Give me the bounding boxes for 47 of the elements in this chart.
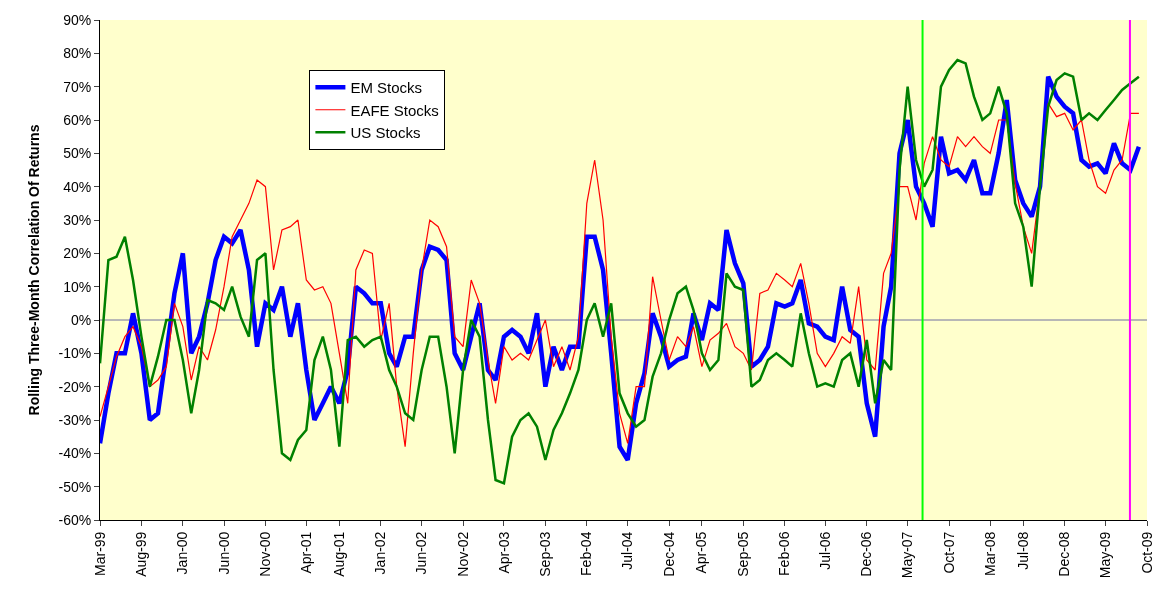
x-tick-label: Nov-00	[256, 531, 273, 577]
x-tick-label: Apr-03	[495, 531, 512, 574]
x-tick-label: Feb-04	[578, 531, 595, 576]
y-tick-label: -50%	[58, 478, 92, 495]
x-tick-label: Nov-02	[454, 531, 471, 577]
y-tick-label: -10%	[58, 345, 92, 362]
x-tick-label: Apr-05	[693, 531, 710, 574]
x-tick-label: May-09	[1097, 531, 1114, 579]
x-tick-label: Sep-05	[734, 531, 751, 577]
x-tick-label: Oct-09	[1138, 531, 1155, 574]
x-tick-label: Jul-06	[816, 531, 833, 570]
x-tick-label: Oct-07	[940, 531, 957, 574]
y-axis-title: Rolling Three-Month Correlation Of Returns	[26, 124, 43, 416]
y-tick-label: 10%	[63, 278, 92, 295]
x-tick-label: Jan-00	[174, 531, 191, 575]
x-tick-label: Dec-06	[858, 531, 875, 577]
y-tick-label: 70%	[63, 78, 92, 95]
x-tick-label: Jul-04	[619, 531, 636, 570]
y-tick-label: 90%	[63, 11, 92, 28]
x-tick-label: Mar-08	[981, 531, 998, 576]
x-tick-label: Jan-02	[372, 531, 389, 575]
y-tick-label: 0%	[70, 311, 92, 328]
y-tick-label: -40%	[58, 445, 92, 462]
x-tick-label: Mar-99	[91, 531, 108, 576]
y-tick-label: 30%	[63, 211, 92, 228]
y-tick-label: -60%	[58, 511, 92, 528]
x-tick-label: Aug-01	[330, 531, 347, 577]
legend-label: EAFE Stocks	[350, 101, 439, 119]
legend-label: US Stocks	[350, 124, 421, 142]
x-tick-label: Apr-01	[297, 531, 314, 574]
x-tick-label: Feb-06	[776, 531, 793, 576]
y-tick-label: -30%	[58, 411, 92, 428]
x-tick-label: Jun-00	[215, 531, 232, 575]
y-tick-label: -20%	[58, 378, 92, 395]
x-tick-label: Dec-08	[1056, 531, 1073, 577]
x-tick-label: Sep-03	[536, 531, 553, 577]
x-tick-label: Dec-04	[660, 531, 677, 577]
x-tick-label: Aug-99	[132, 531, 149, 577]
y-tick-label: 40%	[63, 178, 92, 195]
x-tick-label: May-07	[899, 531, 916, 579]
x-tick-label: Jul-08	[1014, 531, 1031, 570]
y-tick-label: 80%	[63, 45, 92, 62]
y-tick-label: 20%	[63, 245, 92, 262]
x-tick-label: Jun-02	[413, 531, 430, 575]
y-tick-label: 60%	[63, 111, 92, 128]
y-tick-label: 50%	[63, 145, 92, 162]
legend-label: EM Stocks	[350, 79, 423, 97]
